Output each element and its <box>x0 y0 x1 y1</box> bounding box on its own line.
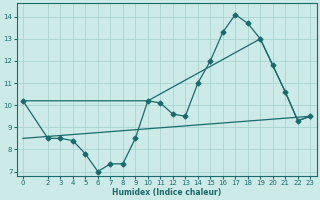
X-axis label: Humidex (Indice chaleur): Humidex (Indice chaleur) <box>112 188 221 197</box>
